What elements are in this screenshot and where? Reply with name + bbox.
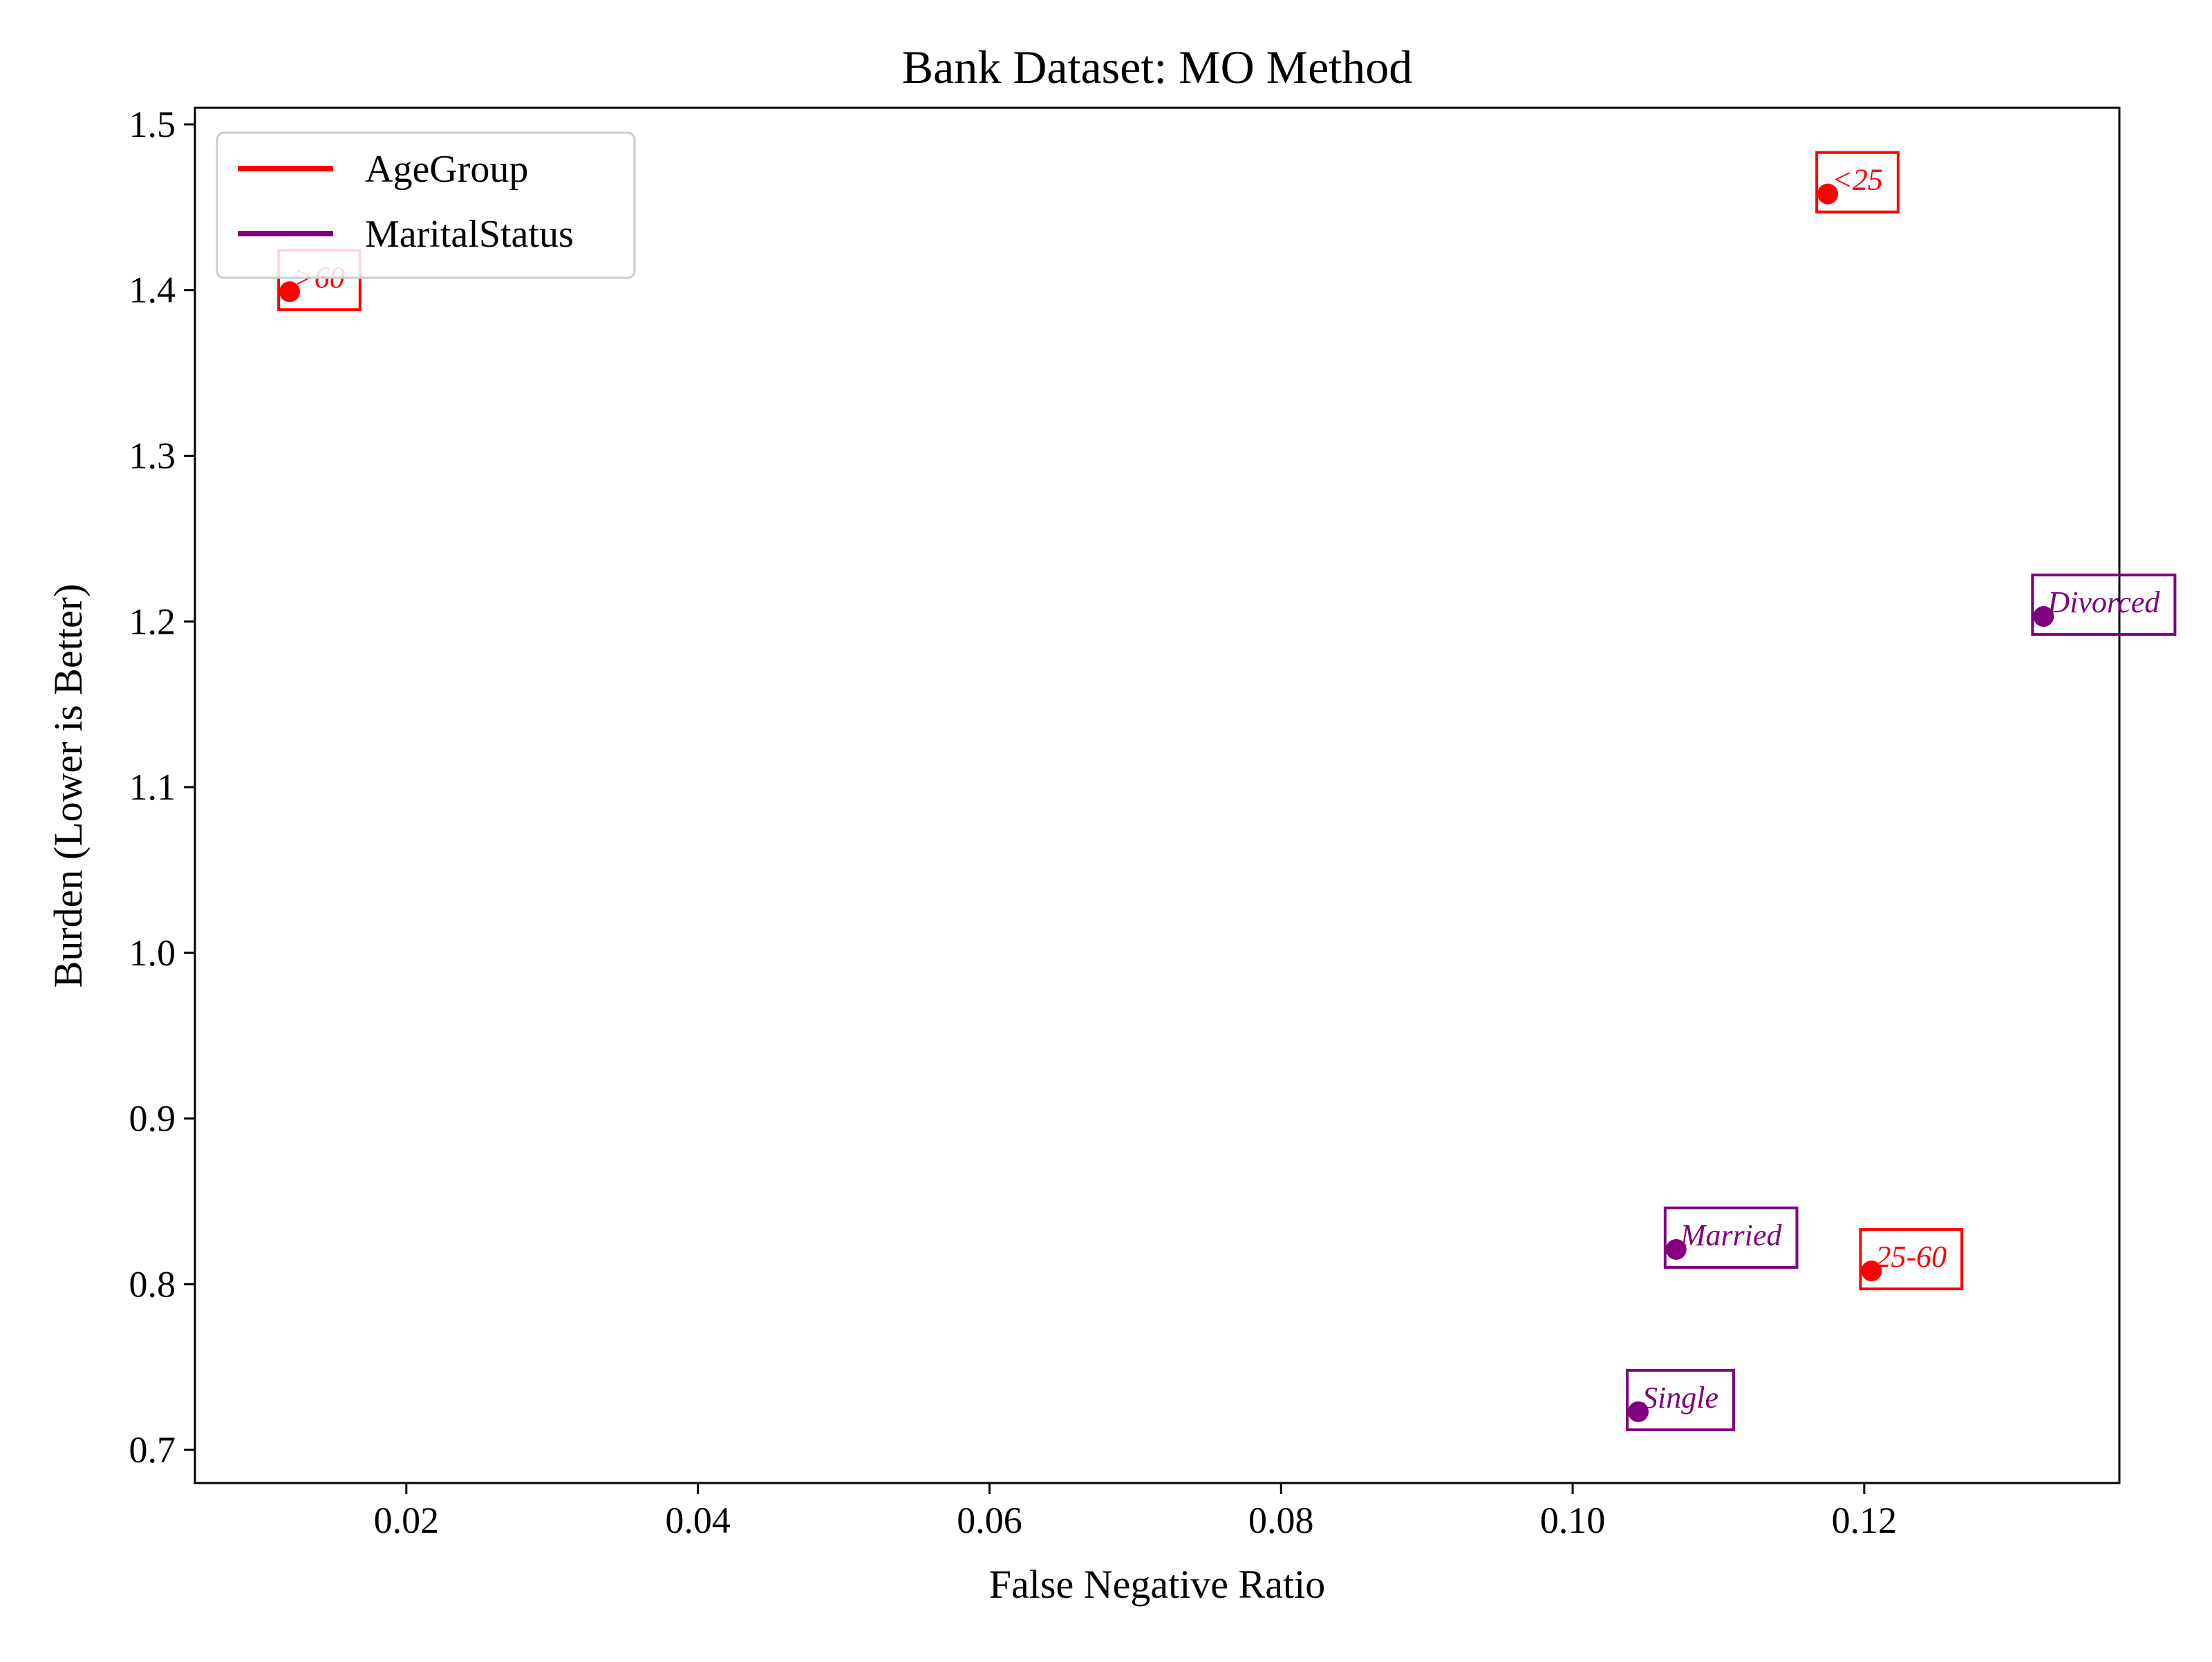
y-tick-label: 1.0 [129,932,176,974]
x-tick-label: 0.06 [957,1500,1022,1541]
data-point-married [1665,1238,1687,1260]
data-point-group: Single [1626,1368,1735,1431]
y-tick-label: 0.9 [129,1098,176,1140]
legend-label: MaritalStatus [365,213,574,256]
data-point-group: Married [1663,1206,1799,1269]
data-label-box [2031,574,2177,636]
y-tick-label: 1.5 [129,104,176,145]
y-tick-label: 0.7 [129,1429,176,1471]
x-tick-label: 0.08 [1248,1500,1314,1541]
legend: AgeGroup MaritalStatus [216,131,636,279]
x-axis-title: False Negative Ratio [989,1562,1325,1607]
data-point-group: <25 [1815,151,1900,214]
data-point-single [1628,1401,1649,1422]
plot-frame [194,106,2121,1484]
data-label-25: <25 [1832,163,1883,197]
data-point-25 [1817,183,1839,205]
data-point-60 [279,281,301,303]
data-label-box [1626,1368,1735,1431]
y-tick-label: 1.4 [129,270,176,311]
data-point-group: 25-60 [1859,1228,1964,1291]
data-point-divorced [2033,606,2054,627]
chart-title: Bank Dataset: MO Method [902,41,1412,93]
y-tick-label: 1.1 [129,766,176,808]
y-tick-label: 1.2 [129,601,176,642]
data-label-single: Single [1642,1381,1718,1415]
x-tick-label: 0.02 [374,1500,440,1541]
x-tick-label: 0.12 [1832,1500,1897,1541]
data-label-box [1815,151,1900,214]
legend-label: AgeGroup [365,148,528,191]
data-label-married: Married [1680,1218,1783,1252]
x-tick-label: 0.04 [665,1500,731,1541]
y-tick-label: 0.8 [129,1263,176,1305]
x-tick-label: 0.10 [1540,1500,1606,1541]
data-label-box [1663,1206,1799,1269]
y-tick-label: 1.3 [129,435,176,476]
data-label-divorced: Divorced [2047,585,2160,619]
y-axis-title: Burden (Lower is Better) [46,584,91,988]
data-label-box [1859,1228,1964,1291]
data-point-group: Divorced [2031,574,2177,636]
data-label-25-60: 25-60 [1875,1240,1947,1274]
data-point-25-60 [1861,1260,1882,1282]
